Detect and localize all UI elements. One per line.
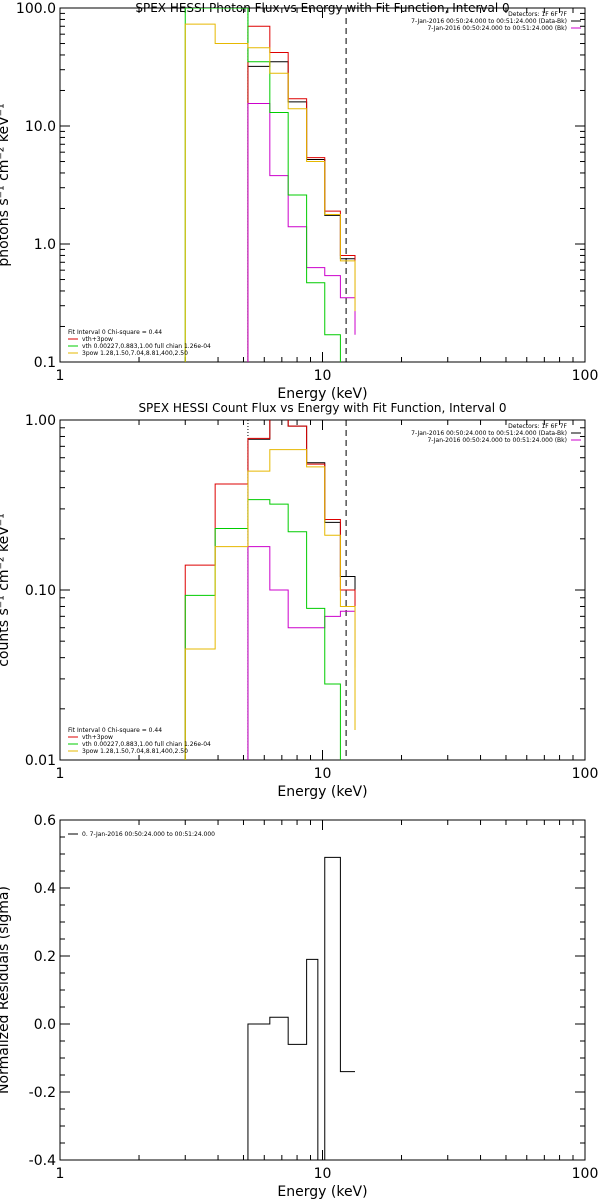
series-line-0 bbox=[247, 61, 356, 362]
info-line: 7-Jan-2016 00:50:24.000 to 00:51:24.000 … bbox=[427, 437, 567, 444]
x-tick-label: 10 bbox=[314, 368, 332, 384]
series-line-4 bbox=[184, 23, 356, 362]
count-flux-panel: SPEX HESSI Count Flux vs Energy with Fit… bbox=[0, 401, 598, 800]
y-tick-label: 0.6 bbox=[34, 813, 56, 829]
y-tick-label: 0.10 bbox=[25, 583, 56, 599]
chart-title: SPEX HESSI Count Flux vs Energy with Fit… bbox=[138, 401, 506, 415]
x-tick-label: 1 bbox=[56, 766, 65, 782]
residuals-panel: 1 10 100 -0.4 -0.2 0.0 0.2 0.4 0.6 Energy (keV) No… bbox=[0, 813, 598, 1200]
legend-header: Fit Interval 0 Chi-square = 0.44 bbox=[68, 329, 162, 336]
data-layer bbox=[184, 420, 356, 760]
series-line-1 bbox=[184, 420, 356, 760]
x-tick-label: 1 bbox=[56, 1166, 65, 1182]
series-line-3 bbox=[184, 8, 341, 362]
data-layer bbox=[184, 8, 356, 362]
x-tick-label: 10 bbox=[314, 1166, 332, 1182]
legend-entry: vth+3pow bbox=[82, 734, 113, 741]
y-tick-label: 0.1 bbox=[34, 355, 56, 371]
x-tick-label: 100 bbox=[572, 766, 599, 782]
series-line-3 bbox=[184, 499, 341, 760]
y-tick-label: 10.0 bbox=[25, 119, 56, 135]
y-axis-label: counts s⁻¹ cm⁻² keV⁻¹ bbox=[0, 513, 12, 667]
photon-flux-panel: SPEX HESSI Photon Flux vs Energy with Fi… bbox=[0, 1, 598, 402]
x-axis-label: Energy (keV) bbox=[277, 386, 367, 402]
y-tick-label: 0.0 bbox=[34, 1017, 56, 1033]
legend-entry: vth 0.00227,0.883,1.00 full chian 1.26e-… bbox=[82, 343, 211, 350]
legend-entry: vth+3pow bbox=[82, 336, 113, 343]
y-axis-label: Normalized Residuals (sigma) bbox=[0, 886, 12, 1094]
y-tick-label: -0.2 bbox=[29, 1085, 56, 1101]
x-tick-label: 1 bbox=[56, 368, 65, 384]
y-tick-label: -0.4 bbox=[29, 1153, 56, 1169]
info-line: 7-Jan-2016 00:50:24.000 to 00:51:24.000 … bbox=[411, 18, 567, 25]
x-tick-label: 100 bbox=[572, 368, 599, 384]
legend-entry: 3pow 1.28,1.50,7.04,8.81,400,2.50 bbox=[82, 350, 188, 357]
data-layer bbox=[247, 856, 356, 1160]
info-line: Detectors: 1F 6F 7F bbox=[508, 11, 567, 18]
x-axis-label: Energy (keV) bbox=[277, 1184, 367, 1200]
y-tick-label: 1.00 bbox=[25, 413, 56, 429]
legend-entry: 3pow 1.28,1.50,7.04,8.81,400,2.50 bbox=[82, 748, 188, 755]
info-line: Detectors: 1F 6F 7F bbox=[508, 423, 567, 430]
series-line-2 bbox=[247, 546, 356, 760]
x-tick-label: 100 bbox=[572, 1166, 599, 1182]
plot-frame bbox=[59, 419, 586, 761]
x-axis-label: Energy (keV) bbox=[277, 784, 367, 800]
info-line: 7-Jan-2016 00:50:24.000 to 00:51:24.000 … bbox=[411, 430, 567, 437]
y-tick-label: 0.4 bbox=[34, 881, 56, 897]
plot-frame bbox=[59, 819, 586, 1161]
y-tick-label: 0.01 bbox=[25, 753, 56, 769]
info-line: 7-Jan-2016 00:50:24.000 to 00:51:24.000 … bbox=[427, 25, 567, 32]
series-line-4 bbox=[184, 449, 356, 760]
y-tick-label: 1.0 bbox=[34, 237, 56, 253]
x-tick-label: 10 bbox=[314, 766, 332, 782]
legend-entry: 0. 7-Jan-2016 00:50:24.000 to 00:51:24.0… bbox=[82, 831, 215, 838]
series-line-0 bbox=[247, 856, 356, 1160]
series-line-2 bbox=[247, 103, 356, 362]
legend-entry: vth 0.00227,0.883,1.00 full chian 1.26e-… bbox=[82, 741, 211, 748]
plot-frame bbox=[59, 7, 586, 363]
y-tick-label: 100.0 bbox=[16, 1, 56, 17]
y-axis-label: photons s⁻¹ cm⁻² keV⁻¹ bbox=[0, 103, 12, 266]
y-tick-label: 0.2 bbox=[34, 949, 56, 965]
series-line-1 bbox=[247, 25, 356, 362]
legend-header: Fit Interval 0 Chi-square = 0.44 bbox=[68, 727, 162, 734]
